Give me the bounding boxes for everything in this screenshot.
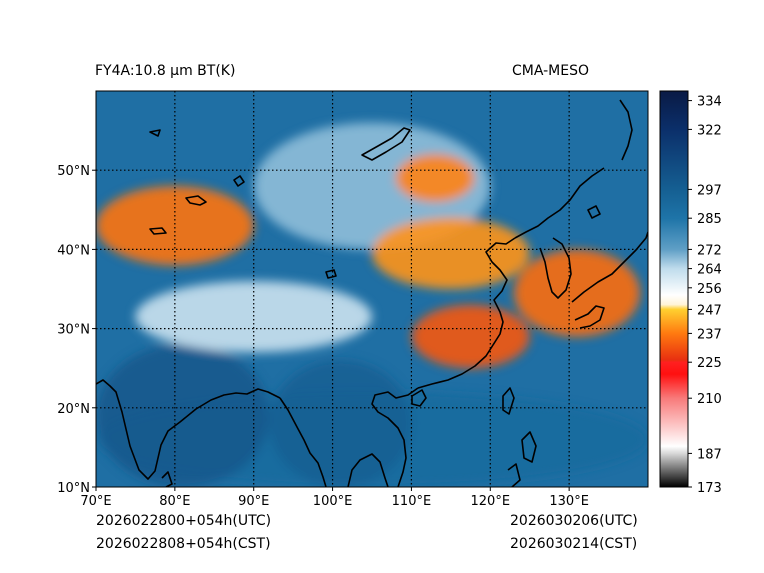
lake-khanka bbox=[587, 205, 601, 219]
footer-init-utc: 2026022800+054h(UTC) bbox=[96, 513, 272, 529]
footer-valid-utc: 2026030206(UTC) bbox=[510, 513, 638, 529]
x-tick-label: 120°E bbox=[471, 494, 511, 509]
coastline-sri-lanka bbox=[161, 471, 173, 487]
colorbar-tick-label: 247 bbox=[697, 303, 722, 318]
colorbar-tick-label: 173 bbox=[697, 481, 722, 496]
bt-region-tibet-plateau bbox=[135, 281, 372, 353]
colorbar-tick-label: 297 bbox=[697, 183, 722, 198]
bt-region-cold-cloud-siberia bbox=[395, 154, 475, 202]
lake-zaysan bbox=[233, 175, 245, 187]
bt-regions bbox=[96, 122, 648, 487]
lake-baikal bbox=[361, 127, 411, 161]
colorbar-tick-label: 285 bbox=[697, 212, 722, 227]
colorbar-tick-label: 187 bbox=[697, 447, 722, 462]
coastline-japan bbox=[571, 231, 648, 329]
colorbar-tick-label: 210 bbox=[697, 392, 722, 407]
y-tick-label: 30°N bbox=[57, 323, 90, 338]
x-tick-label: 100°E bbox=[313, 494, 353, 509]
bt-field bbox=[96, 122, 648, 487]
footer-init-cst: 2026022808+054h(CST) bbox=[96, 536, 271, 552]
graticule bbox=[96, 91, 648, 487]
coastlines bbox=[96, 99, 648, 487]
x-tick-label: 90°E bbox=[238, 494, 269, 509]
bt-region-cold-cloud-south-china bbox=[411, 304, 530, 369]
colorbar-tick-label: 256 bbox=[697, 282, 722, 297]
colorbar-ticks: 334 322 297 285 272 264 256 247 237 225 210 187 173 bbox=[688, 95, 722, 496]
coastline-india bbox=[96, 379, 281, 480]
bt-region-cold-band-northwest bbox=[96, 186, 254, 266]
coastline-philippines bbox=[507, 431, 537, 487]
y-axis: 10°N 20°N 30°N 40°N 50°N bbox=[57, 164, 96, 496]
colorbar-tick-label: 322 bbox=[697, 123, 722, 138]
x-tick-label: 80°E bbox=[159, 494, 190, 509]
coastline-hainan bbox=[411, 389, 427, 407]
bt-region-cold-cloud-korea-japan bbox=[513, 249, 641, 337]
colorbar-tick-label: 264 bbox=[697, 263, 722, 278]
coastline-sakhalin bbox=[619, 99, 633, 161]
lake-qinghai bbox=[325, 269, 337, 279]
coastline-burma-indochina bbox=[279, 397, 327, 487]
lake-ob-reservoir bbox=[149, 129, 161, 137]
plot-frame bbox=[95, 90, 649, 488]
chart-subtitle: CMA-MESO bbox=[512, 63, 590, 79]
x-axis: 70°E 80°E 90°E 100°E 110°E 120°E 130°E bbox=[80, 487, 589, 509]
colorbar-tick-label: 225 bbox=[697, 356, 722, 371]
coastline-bohai-liaoning bbox=[514, 167, 605, 239]
colorbar-tick-label: 237 bbox=[697, 327, 722, 342]
bt-region-indochina bbox=[269, 360, 412, 487]
x-tick-label: 130°E bbox=[549, 494, 589, 509]
y-tick-label: 10°N bbox=[57, 481, 90, 496]
colorbar bbox=[659, 90, 689, 488]
colorbar-tick-label: 334 bbox=[697, 95, 722, 110]
coastline-vietnam bbox=[371, 387, 419, 487]
lake-issyk-kul bbox=[149, 227, 167, 235]
coastline-gulf-thailand bbox=[347, 453, 389, 487]
x-tick-label: 110°E bbox=[392, 494, 432, 509]
footer-valid-cst: 2026030214(CST) bbox=[510, 536, 638, 552]
y-tick-label: 50°N bbox=[57, 164, 90, 179]
coastline-south-china bbox=[417, 237, 516, 389]
bt-region-mongolia-siberia bbox=[253, 122, 491, 250]
colorbar-tick-label: 272 bbox=[697, 243, 722, 258]
y-tick-label: 20°N bbox=[57, 402, 90, 417]
lake-balkhash bbox=[185, 195, 207, 206]
coastline-korea bbox=[539, 237, 572, 299]
chart-title: FY4A:10.8 µm BT(K) bbox=[95, 63, 236, 79]
x-tick-label: 70°E bbox=[80, 494, 111, 509]
y-tick-label: 40°N bbox=[57, 243, 90, 258]
coastline-taiwan bbox=[502, 387, 515, 415]
bt-region-india bbox=[96, 344, 270, 487]
